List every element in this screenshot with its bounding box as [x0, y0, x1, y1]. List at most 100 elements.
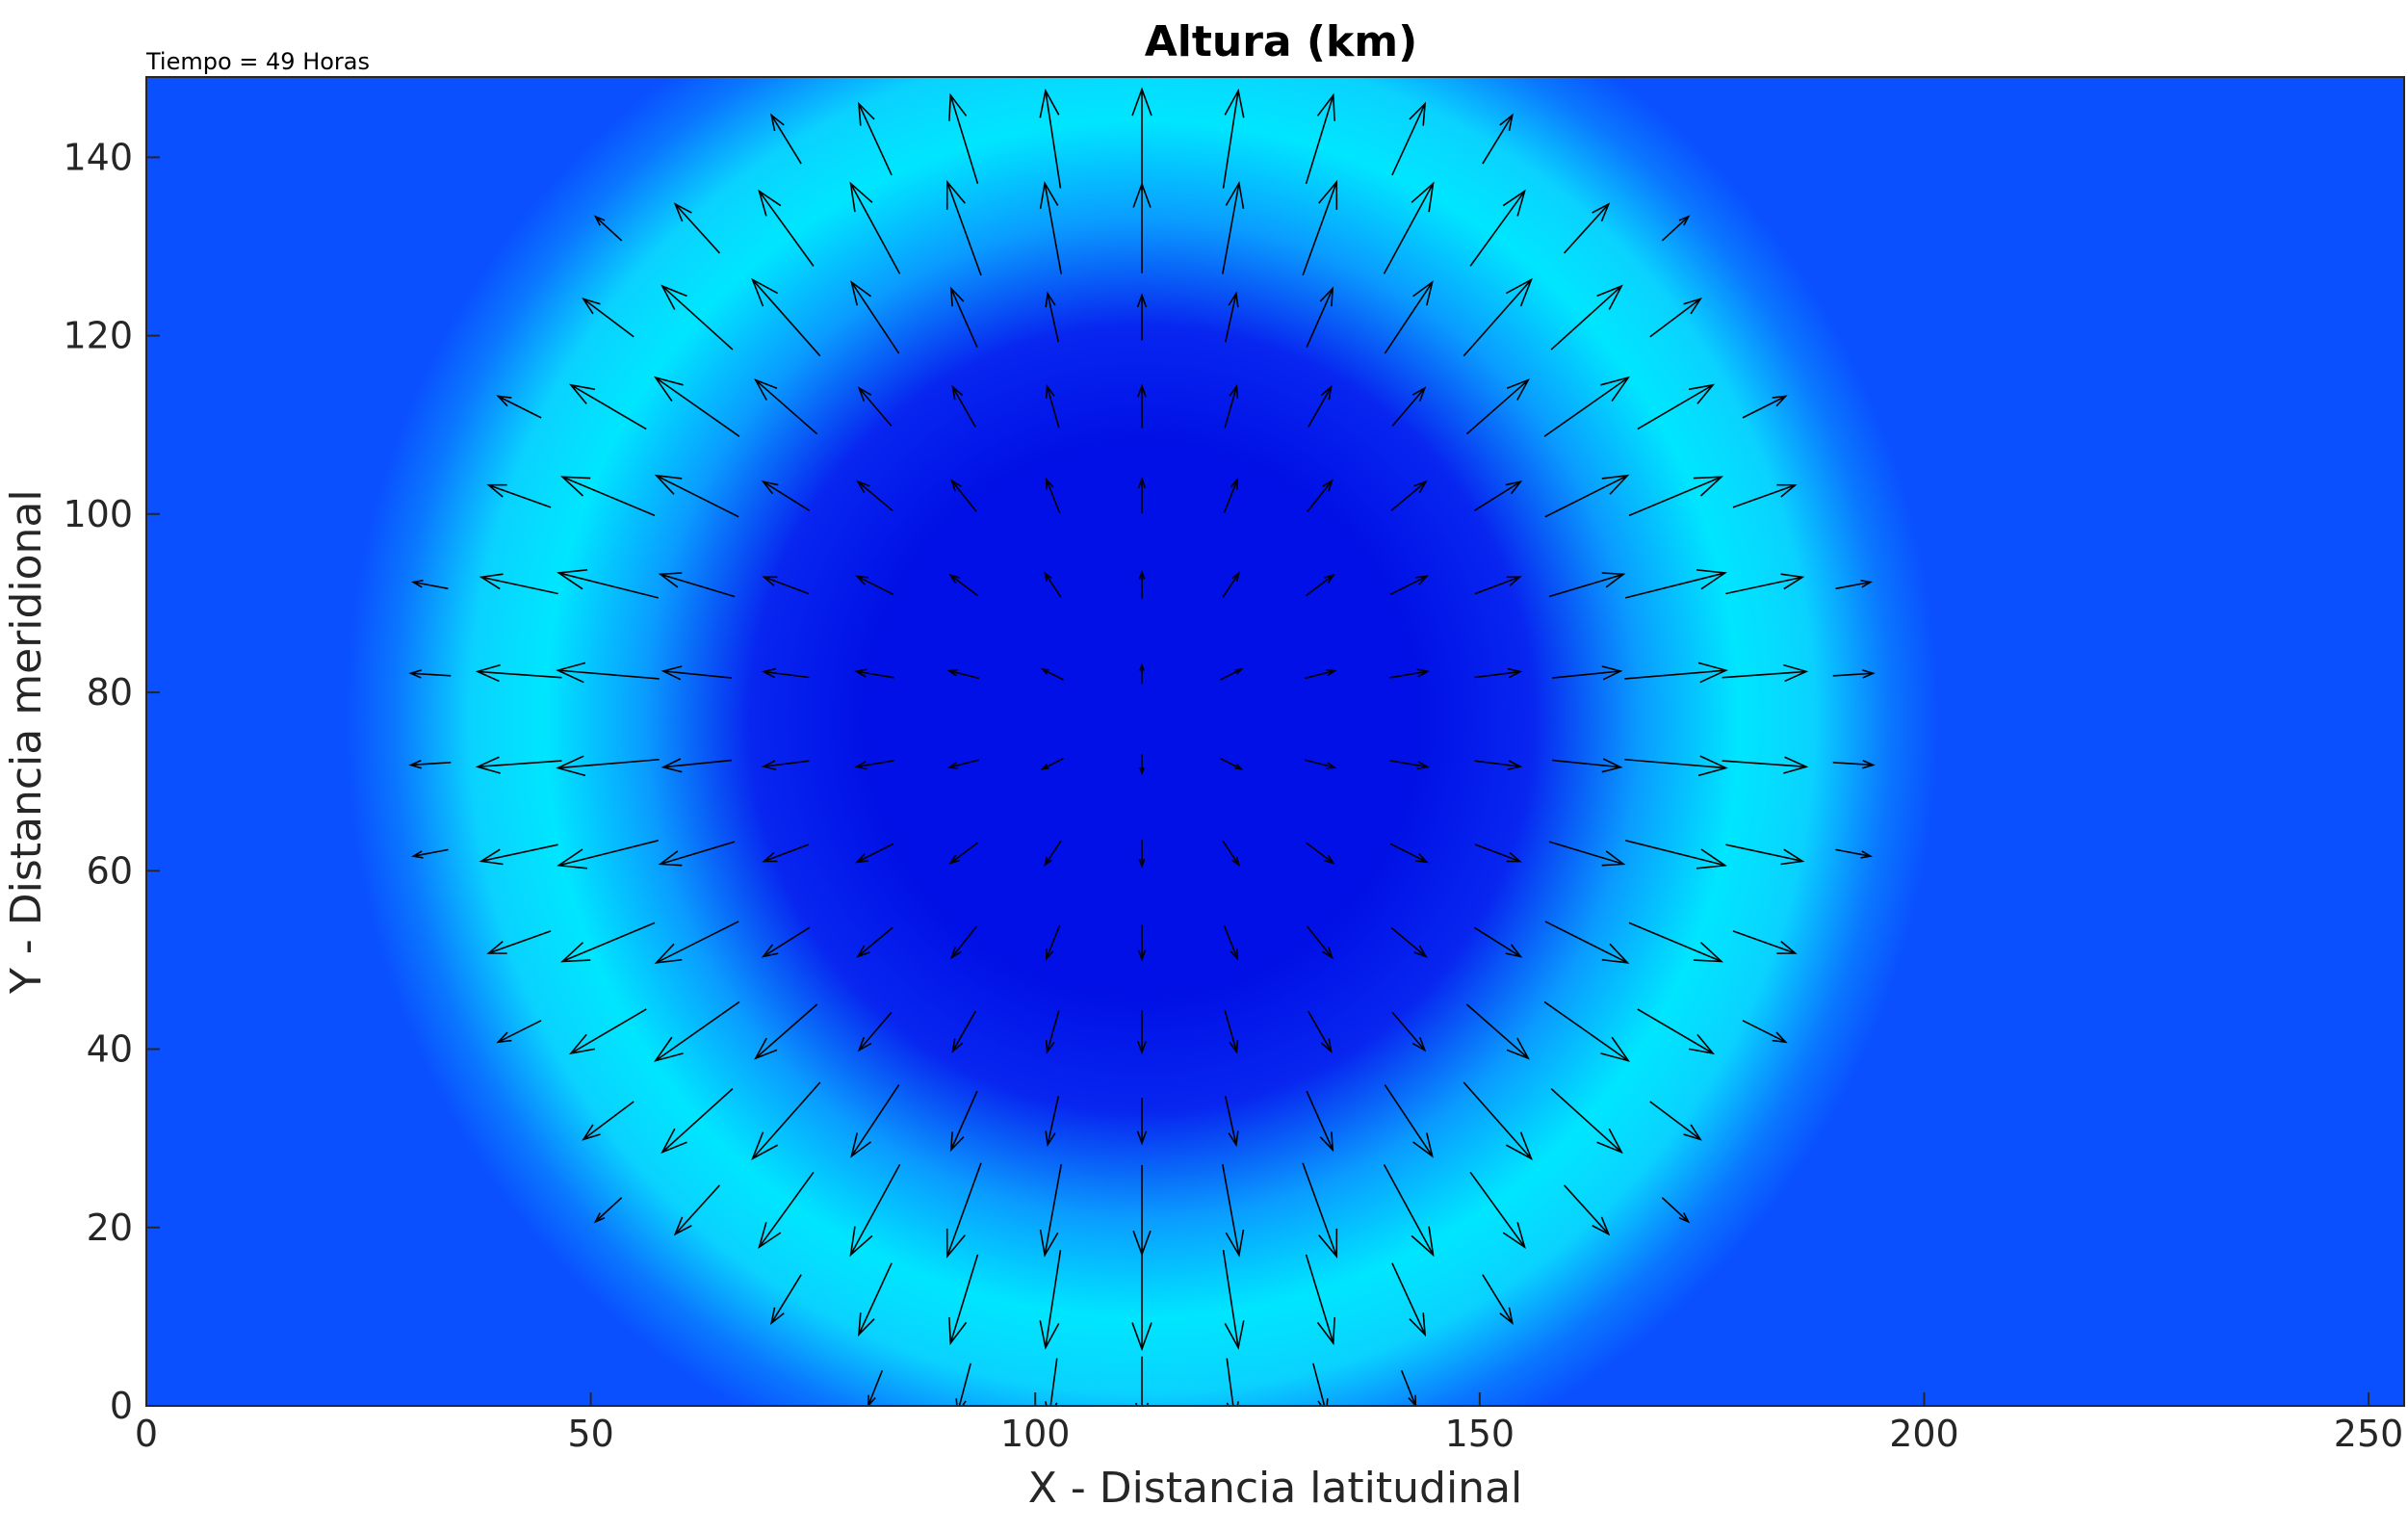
quiver-arrow	[849, 183, 901, 274]
quiver-arrow-head	[1506, 378, 1530, 401]
quiver-arrow	[1624, 758, 1726, 769]
quiver-arrow-head	[1413, 945, 1428, 958]
quiver-arrow-head	[949, 286, 965, 307]
quiver-arrow-head	[1318, 179, 1338, 210]
quiver-arrow	[1383, 183, 1435, 274]
quiver-arrow	[1637, 384, 1714, 430]
quiver-arrow	[951, 386, 976, 428]
quiver-arrow	[1391, 1262, 1426, 1336]
quiver-arrow-head	[1317, 1398, 1329, 1406]
quiver-arrow-head	[1860, 580, 1874, 588]
quiver-arrow	[1044, 1163, 1063, 1256]
quiver-arrow-head	[1678, 215, 1691, 226]
quiver-arrow-head	[556, 662, 586, 684]
quiver-arrow	[1835, 848, 1871, 857]
quiver-arrow-head	[1601, 850, 1626, 867]
quiver-arrow	[755, 379, 818, 435]
quiver-arrow	[949, 94, 979, 185]
quiver-arrow-head	[1505, 277, 1533, 307]
quiver-arrow	[950, 1090, 978, 1151]
quiver-arrow	[1832, 762, 1874, 766]
quiver-arrow	[1625, 572, 1725, 599]
quiver-arrow-head	[951, 384, 964, 401]
quiver-arrow-head	[411, 850, 424, 859]
quiver-arrow-head	[475, 756, 501, 774]
quiver-arrow	[477, 670, 562, 679]
quiver-arrow-head	[1137, 383, 1147, 398]
quiver-arrow-head	[660, 1128, 687, 1155]
quiver-arrow-head	[1045, 948, 1054, 961]
quiver-arrow	[1722, 670, 1807, 679]
quiver-arrow	[856, 670, 894, 679]
quiver-arrow	[1308, 386, 1333, 428]
quiver-arrow	[660, 841, 736, 866]
quiver-arrow-head	[1412, 1132, 1434, 1158]
quiver-arrow-head	[948, 854, 960, 865]
quiver-arrows	[408, 87, 1876, 1406]
quiver-arrow	[1042, 757, 1064, 770]
quiver-arrow-head	[1320, 384, 1333, 401]
quiver-arrow-head	[1319, 1131, 1334, 1153]
quiver-arrow-head	[1601, 758, 1623, 773]
quiver-arrow-head	[1772, 1031, 1788, 1044]
quiver-arrow-head	[758, 1222, 782, 1250]
x-axis-label: X - Distancia latitudinal	[1027, 1464, 1523, 1513]
quiver-arrow	[561, 922, 656, 963]
quiver-arrow	[1563, 203, 1610, 254]
quiver-arrow	[764, 576, 810, 595]
quiver-arrow-head	[1045, 1039, 1055, 1054]
chart-subtitle: Tiempo = 49 Horas	[146, 48, 370, 75]
quiver-arrow-head	[582, 297, 601, 315]
quiver-arrow-head	[1316, 92, 1335, 121]
quiver-arrow-head	[1688, 1033, 1716, 1055]
quiver-arrow	[561, 476, 656, 517]
quiver-arrow-head	[559, 476, 591, 497]
quiver-arrow-head	[1136, 293, 1148, 308]
quiver-arrow-head	[1592, 202, 1611, 222]
quiver-arrow	[1463, 278, 1532, 357]
quiver-arrow	[856, 575, 894, 596]
quiver-arrow-head	[850, 280, 871, 306]
quiver-arrow	[1391, 103, 1426, 176]
quiver-arrow	[1307, 925, 1333, 958]
quiver-arrow	[1482, 1274, 1514, 1324]
chart-title: Altura (km)	[1144, 17, 1418, 66]
quiver-arrow-head	[1039, 88, 1060, 118]
quiver-arrow-head	[1693, 942, 1724, 963]
quiver-arrow	[1469, 191, 1526, 267]
quiver-arrow-head	[1506, 576, 1522, 586]
quiver-arrow	[763, 760, 810, 767]
quiver-arrow-head	[1693, 476, 1724, 497]
quiver-arrow-head	[751, 277, 779, 307]
quiver-arrow	[1049, 1358, 1058, 1406]
quiver-arrow-head	[1228, 1130, 1239, 1148]
quiver-arrow	[958, 1363, 971, 1406]
quiver-arrow	[1628, 476, 1722, 517]
x-tick-label: 250	[2334, 1413, 2404, 1455]
quiver-arrow	[1044, 183, 1063, 274]
quiver-arrow	[850, 281, 900, 354]
quiver-arrow	[1550, 1088, 1622, 1154]
quiver-arrow-head	[653, 1036, 684, 1062]
quiver-arrow-head	[1415, 853, 1429, 864]
quiver-arrow-head	[857, 1312, 875, 1337]
quiver-arrow	[1732, 483, 1796, 508]
quiver-arrow	[1552, 759, 1621, 768]
quiver-arrow-head	[855, 853, 868, 864]
quiver-arrow	[1661, 216, 1690, 242]
quiver-arrow-head	[1411, 386, 1427, 402]
quiver-arrow	[661, 1088, 734, 1154]
quiver-arrow-head	[1776, 941, 1798, 954]
quiver-arrow-head	[1409, 101, 1427, 126]
quiver-arrow-head	[556, 755, 586, 777]
quiver-arrow	[410, 672, 452, 677]
quiver-arrow	[1469, 1171, 1526, 1248]
quiver-arrow	[1304, 759, 1335, 768]
quiver-arrow-head	[1600, 376, 1631, 402]
quiver-arrow-head	[754, 378, 778, 401]
quiver-arrow	[662, 759, 733, 768]
quiver-arrow-head	[1224, 88, 1245, 118]
quiver-arrow	[1625, 840, 1725, 867]
quiver-arrow-head	[1231, 856, 1240, 868]
